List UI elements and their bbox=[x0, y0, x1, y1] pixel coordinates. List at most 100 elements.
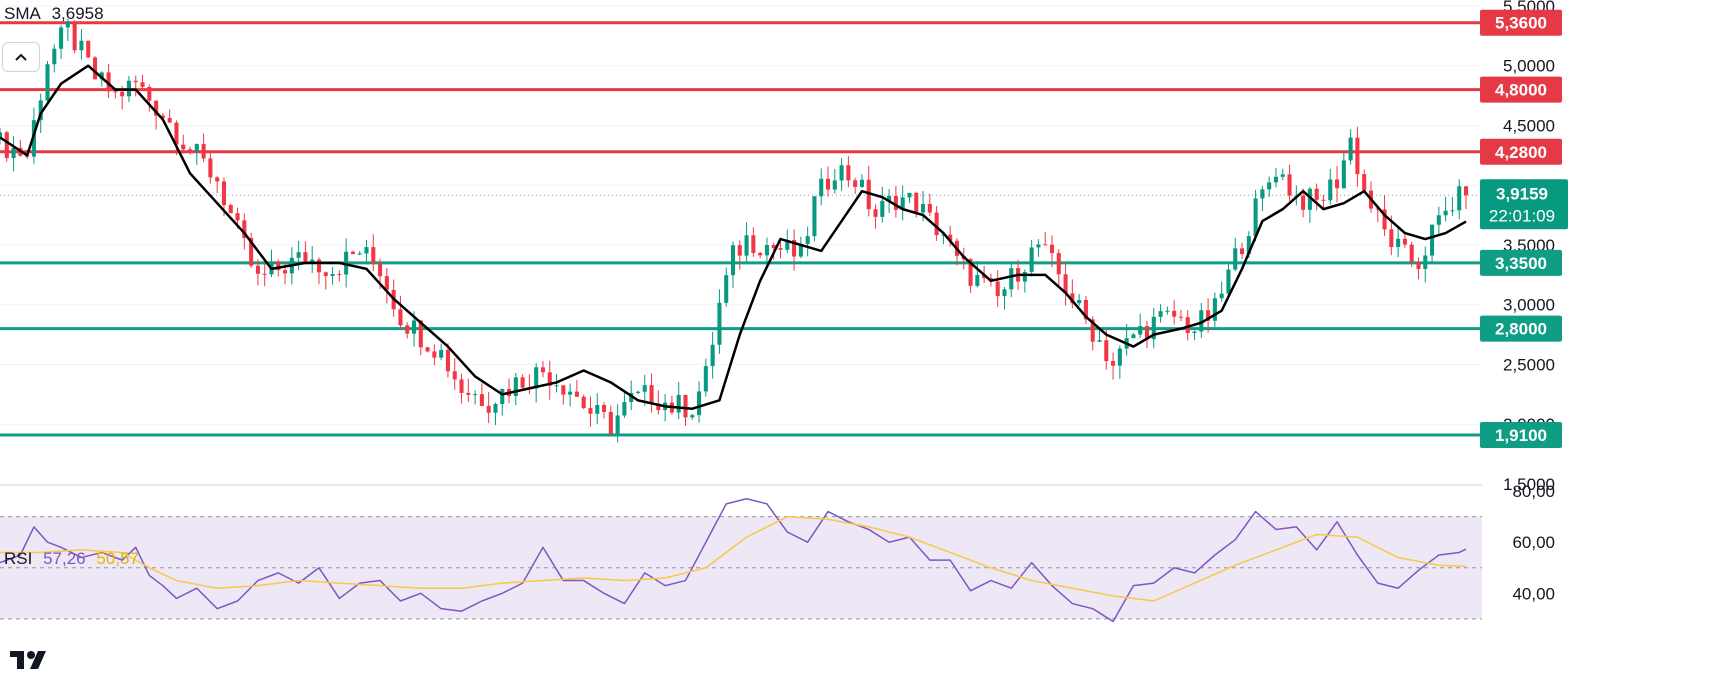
candle-body bbox=[86, 40, 91, 58]
level-label: 5,3600 bbox=[1495, 14, 1547, 33]
candle-body bbox=[574, 391, 579, 397]
price-tick-label: 2,5000 bbox=[1503, 355, 1555, 374]
candle-body bbox=[452, 371, 457, 380]
candle-body bbox=[1090, 319, 1095, 342]
candle-body bbox=[812, 196, 817, 237]
candle-body bbox=[547, 372, 552, 386]
candle-body bbox=[622, 402, 627, 416]
candle-body bbox=[4, 132, 9, 159]
candle-body bbox=[1131, 334, 1136, 339]
candle-body bbox=[968, 259, 973, 286]
candle-body bbox=[927, 204, 932, 213]
candle-body bbox=[1043, 244, 1048, 246]
candle-body bbox=[1199, 310, 1204, 332]
candle-body bbox=[1226, 269, 1231, 294]
candle-body bbox=[1029, 247, 1034, 272]
last-price-label-bg bbox=[1480, 179, 1568, 230]
candle-body bbox=[1355, 137, 1360, 175]
candle-body bbox=[1009, 268, 1014, 290]
candle-body bbox=[900, 197, 905, 210]
candle-body bbox=[323, 272, 328, 277]
candle-body bbox=[602, 405, 607, 412]
rsi-legend-value: 57,26 bbox=[43, 549, 86, 568]
candle-body bbox=[208, 158, 213, 178]
candle-body bbox=[1246, 236, 1251, 255]
candle-body bbox=[1077, 299, 1082, 304]
candle-body bbox=[554, 385, 559, 387]
candle-body bbox=[1436, 215, 1441, 225]
candle-body bbox=[914, 192, 919, 213]
candle-body bbox=[907, 192, 912, 198]
candle-body bbox=[316, 259, 322, 273]
candle-body bbox=[690, 415, 695, 418]
level-label-bg bbox=[1480, 9, 1562, 36]
candle-body bbox=[805, 236, 810, 244]
candle-body bbox=[513, 377, 518, 396]
candle-body bbox=[113, 91, 118, 93]
candle-body bbox=[45, 64, 50, 101]
candle-body bbox=[59, 27, 64, 49]
candle-body bbox=[737, 245, 742, 256]
candle-body bbox=[1239, 248, 1245, 255]
rsi-ma-legend-value: 50,57 bbox=[96, 549, 139, 568]
level-label-bg bbox=[1480, 315, 1562, 342]
candle-body bbox=[1409, 244, 1414, 262]
candle-body bbox=[38, 100, 43, 121]
candle-body bbox=[344, 251, 349, 275]
candle-body bbox=[1206, 310, 1211, 321]
candle-body bbox=[242, 220, 247, 238]
candle-body bbox=[235, 213, 240, 221]
candle-body bbox=[350, 251, 355, 255]
level-label-bg bbox=[1480, 422, 1562, 449]
collapse-legend-button[interactable] bbox=[2, 42, 40, 72]
candle-body bbox=[995, 281, 1000, 297]
candle-body bbox=[11, 147, 16, 159]
rsi-tick-label: 60,00 bbox=[1512, 533, 1555, 552]
price-legend: SMA 3,6958 bbox=[4, 4, 110, 24]
candle-body bbox=[839, 165, 844, 181]
candle-body bbox=[147, 86, 152, 101]
candle-body bbox=[167, 117, 172, 123]
candle-body bbox=[1111, 361, 1116, 366]
candle-body bbox=[771, 245, 776, 249]
candle-body bbox=[1138, 326, 1143, 335]
candle-body bbox=[615, 415, 620, 434]
candle-body bbox=[310, 259, 315, 263]
candle-body bbox=[656, 403, 661, 411]
candle-body bbox=[1328, 179, 1333, 201]
candle-body bbox=[371, 247, 376, 264]
candle-body bbox=[832, 180, 837, 190]
candle-body bbox=[296, 252, 301, 258]
candle-body bbox=[676, 394, 681, 413]
candle-body bbox=[568, 391, 573, 395]
candle-body bbox=[1172, 310, 1177, 317]
level-label: 1,9100 bbox=[1495, 426, 1547, 445]
sma-legend-value: 3,6958 bbox=[51, 4, 104, 23]
candle-body bbox=[411, 320, 417, 334]
candle-body bbox=[1402, 238, 1407, 245]
candle-body bbox=[154, 100, 159, 116]
sma-legend-name: SMA bbox=[4, 4, 41, 23]
sma-line bbox=[0, 64, 1467, 410]
candle-body bbox=[649, 385, 654, 404]
candle-body bbox=[792, 240, 797, 257]
candle-body bbox=[221, 181, 227, 206]
candle-body bbox=[283, 270, 288, 274]
candle-body bbox=[1097, 340, 1102, 342]
candle-body bbox=[276, 261, 281, 271]
candle-body bbox=[540, 367, 545, 373]
candle-body bbox=[1423, 255, 1428, 269]
candle-body bbox=[1396, 238, 1401, 248]
candle-body bbox=[405, 325, 410, 334]
candle-body bbox=[1443, 210, 1448, 216]
candle-body bbox=[1335, 179, 1340, 189]
level-label: 3,3500 bbox=[1495, 254, 1547, 273]
candle-body bbox=[1253, 198, 1258, 237]
candle-body bbox=[1117, 348, 1122, 366]
price-tick-label: 3,0000 bbox=[1503, 296, 1555, 315]
candle-body bbox=[887, 195, 892, 201]
candle-body bbox=[635, 391, 641, 393]
candle-body bbox=[459, 379, 464, 393]
